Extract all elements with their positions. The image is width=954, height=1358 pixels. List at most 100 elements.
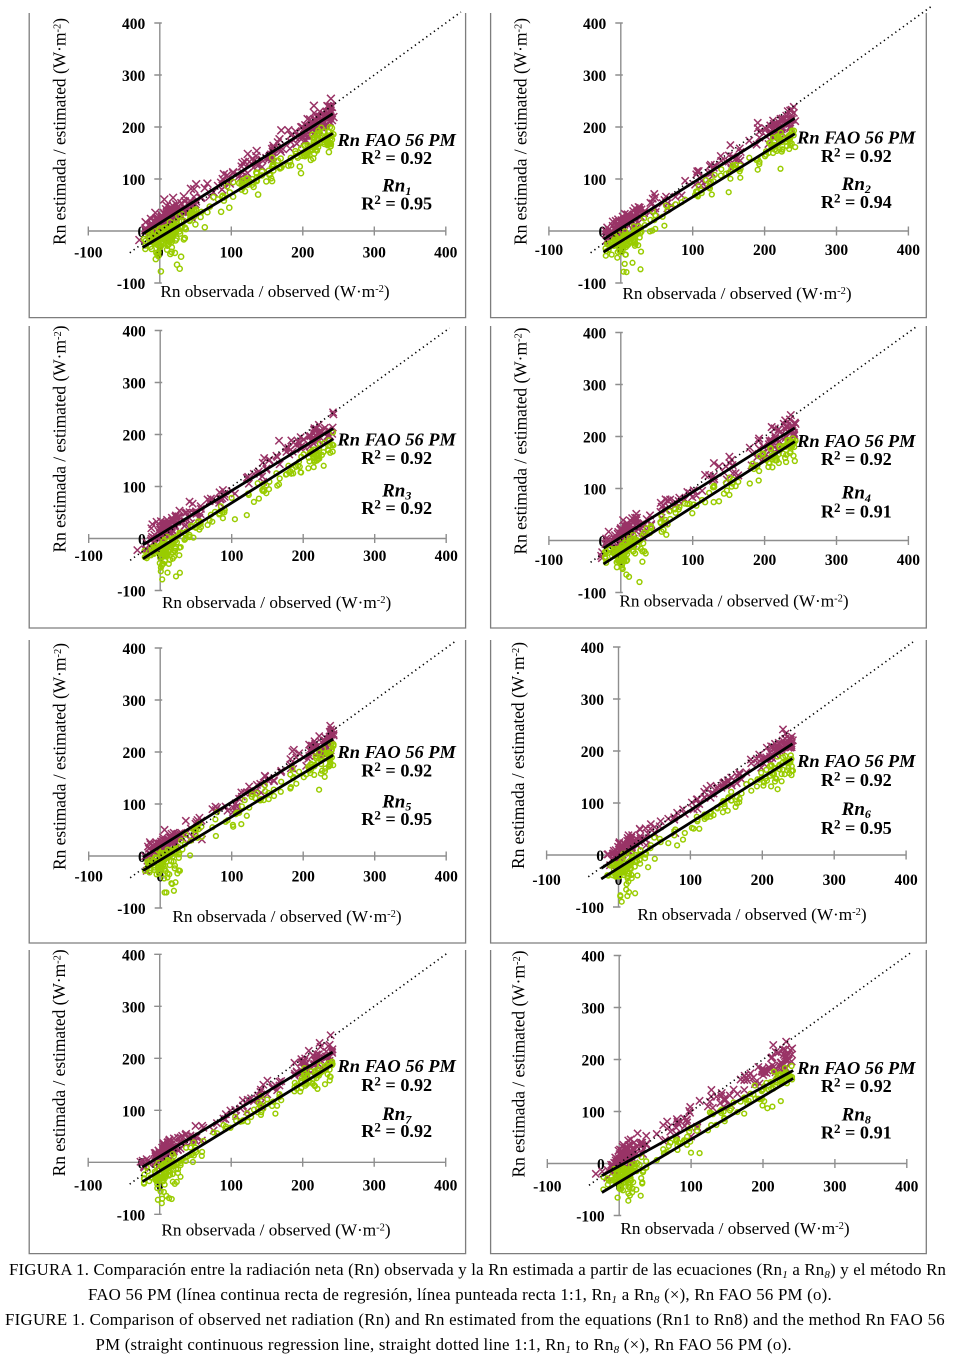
svg-text:300: 300: [581, 692, 605, 709]
svg-text:200: 200: [583, 120, 607, 137]
svg-text:R2 = 0.92: R2 = 0.92: [361, 1074, 432, 1096]
svg-text:Rn estimada / estimated (W·m-2: Rn estimada / estimated (W·m-2): [49, 949, 69, 1176]
svg-text:Rn estimada / estimated (W·m-2: Rn estimada / estimated (W·m-2): [509, 950, 529, 1177]
svg-text:300: 300: [122, 376, 146, 393]
svg-text:200: 200: [291, 1177, 315, 1194]
svg-text:-100: -100: [74, 245, 103, 262]
svg-text:400: 400: [897, 552, 921, 569]
svg-text:400: 400: [581, 949, 605, 966]
svg-text:Rn estimada / estimated (W·m-2: Rn estimada / estimated (W·m-2): [50, 643, 70, 870]
svg-text:400: 400: [122, 324, 146, 341]
svg-text:Rn4: Rn4: [841, 483, 871, 505]
svg-text:-100: -100: [535, 242, 564, 259]
svg-text:Rn FAO 56 PM: Rn FAO 56 PM: [337, 130, 457, 150]
svg-text:Rn6: Rn6: [841, 799, 871, 821]
svg-text:200: 200: [292, 548, 316, 565]
svg-text:300: 300: [825, 242, 849, 259]
svg-text:200: 200: [122, 120, 146, 137]
svg-text:Rn observada / observed (W·m-2: Rn observada / observed (W·m-2): [172, 907, 401, 926]
svg-text:200: 200: [753, 552, 777, 569]
svg-text:-100: -100: [535, 552, 564, 569]
svg-text:-100: -100: [117, 584, 146, 601]
svg-text:Rn FAO 56 PM: Rn FAO 56 PM: [337, 429, 457, 449]
svg-text:Rn estimada / estimated (W·m-2: Rn estimada / estimated (W·m-2): [510, 18, 530, 245]
svg-text:R2 = 0.95: R2 = 0.95: [361, 192, 432, 214]
svg-text:-100: -100: [117, 1207, 146, 1224]
svg-text:Rn observada / observed (W·m-2: Rn observada / observed (W·m-2): [162, 593, 391, 612]
svg-text:200: 200: [751, 1179, 775, 1196]
svg-text:100: 100: [583, 172, 607, 189]
svg-text:100: 100: [681, 552, 705, 569]
svg-text:400: 400: [894, 872, 918, 889]
svg-text:0: 0: [156, 869, 164, 886]
svg-text:300: 300: [122, 999, 146, 1016]
svg-text:200: 200: [122, 745, 146, 762]
svg-text:400: 400: [434, 1177, 458, 1194]
svg-text:Rn estimada / estimated (W·m-2: Rn estimada / estimated (W·m-2): [510, 327, 530, 554]
svg-text:300: 300: [122, 68, 146, 85]
svg-text:Rn5: Rn5: [381, 792, 411, 814]
svg-text:R2 = 0.91: R2 = 0.91: [821, 500, 892, 522]
svg-text:R2 = 0.92: R2 = 0.92: [361, 496, 432, 518]
svg-text:100: 100: [681, 242, 705, 259]
svg-text:300: 300: [583, 68, 607, 85]
svg-text:Rn estimada / estimated (W·m-2: Rn estimada / estimated (W·m-2): [508, 642, 528, 869]
svg-text:100: 100: [220, 245, 244, 262]
svg-text:400: 400: [435, 869, 459, 886]
svg-text:100: 100: [122, 480, 146, 497]
svg-text:R2 = 0.94: R2 = 0.94: [821, 190, 892, 212]
svg-text:100: 100: [220, 1177, 244, 1194]
svg-text:300: 300: [363, 869, 387, 886]
svg-text:300: 300: [581, 1001, 605, 1018]
svg-text:R2 = 0.95: R2 = 0.95: [361, 808, 432, 830]
svg-text:300: 300: [363, 245, 387, 262]
svg-text:Rn observada / observed (W·m-2: Rn observada / observed (W·m-2): [637, 905, 866, 924]
svg-text:Rn3: Rn3: [381, 481, 411, 503]
svg-text:Rn observada / observed (W·m-2: Rn observada / observed (W·m-2): [622, 284, 851, 303]
svg-text:Rn FAO 56 PM: Rn FAO 56 PM: [796, 128, 916, 148]
svg-text:-100: -100: [578, 586, 607, 603]
svg-text:400: 400: [434, 245, 458, 262]
svg-text:R2 = 0.91: R2 = 0.91: [821, 1121, 892, 1143]
svg-text:400: 400: [122, 641, 146, 658]
svg-text:Rn observada / observed (W·m-2: Rn observada / observed (W·m-2): [620, 1219, 849, 1238]
svg-text:200: 200: [292, 869, 316, 886]
svg-text:400: 400: [583, 326, 607, 343]
svg-text:0: 0: [599, 224, 607, 241]
svg-text:Rn observada / observed (W·m-2: Rn observada / observed (W·m-2): [619, 592, 848, 611]
svg-text:200: 200: [583, 430, 607, 447]
svg-text:Rn7: Rn7: [381, 1104, 412, 1126]
svg-text:400: 400: [581, 640, 605, 657]
svg-text:300: 300: [583, 378, 607, 395]
svg-text:0: 0: [597, 1157, 605, 1174]
svg-text:200: 200: [581, 744, 605, 761]
svg-text:Rn FAO 56 PM: Rn FAO 56 PM: [796, 431, 916, 451]
svg-text:-100: -100: [576, 1209, 605, 1226]
svg-text:200: 200: [122, 428, 146, 445]
svg-text:200: 200: [291, 245, 315, 262]
svg-text:Rn estimada / estimated (W·m-2: Rn estimada / estimated (W·m-2): [50, 325, 70, 552]
svg-text:100: 100: [581, 796, 605, 813]
svg-text:Rn1: Rn1: [381, 176, 411, 198]
svg-text:Rn FAO 56 PM: Rn FAO 56 PM: [796, 751, 916, 771]
svg-text:300: 300: [823, 1179, 847, 1196]
svg-text:200: 200: [751, 872, 775, 889]
svg-text:100: 100: [679, 1179, 703, 1196]
svg-text:Rn FAO 56 PM: Rn FAO 56 PM: [337, 742, 457, 762]
svg-text:300: 300: [363, 1177, 387, 1194]
svg-text:400: 400: [583, 16, 607, 33]
svg-text:R2 = 0.92: R2 = 0.92: [361, 1120, 432, 1142]
svg-text:300: 300: [823, 872, 847, 889]
svg-text:Rn FAO 56 PM: Rn FAO 56 PM: [796, 1058, 916, 1078]
svg-text:100: 100: [583, 482, 607, 499]
svg-text:-100: -100: [117, 901, 146, 918]
svg-text:-100: -100: [576, 900, 605, 917]
svg-text:Rn FAO 56 PM: Rn FAO 56 PM: [337, 1056, 457, 1076]
svg-text:0: 0: [138, 849, 146, 866]
svg-text:100: 100: [220, 869, 244, 886]
svg-text:-100: -100: [117, 276, 146, 293]
svg-text:300: 300: [825, 552, 849, 569]
svg-text:-100: -100: [532, 872, 561, 889]
svg-text:200: 200: [581, 1053, 605, 1070]
svg-text:0: 0: [138, 224, 146, 241]
